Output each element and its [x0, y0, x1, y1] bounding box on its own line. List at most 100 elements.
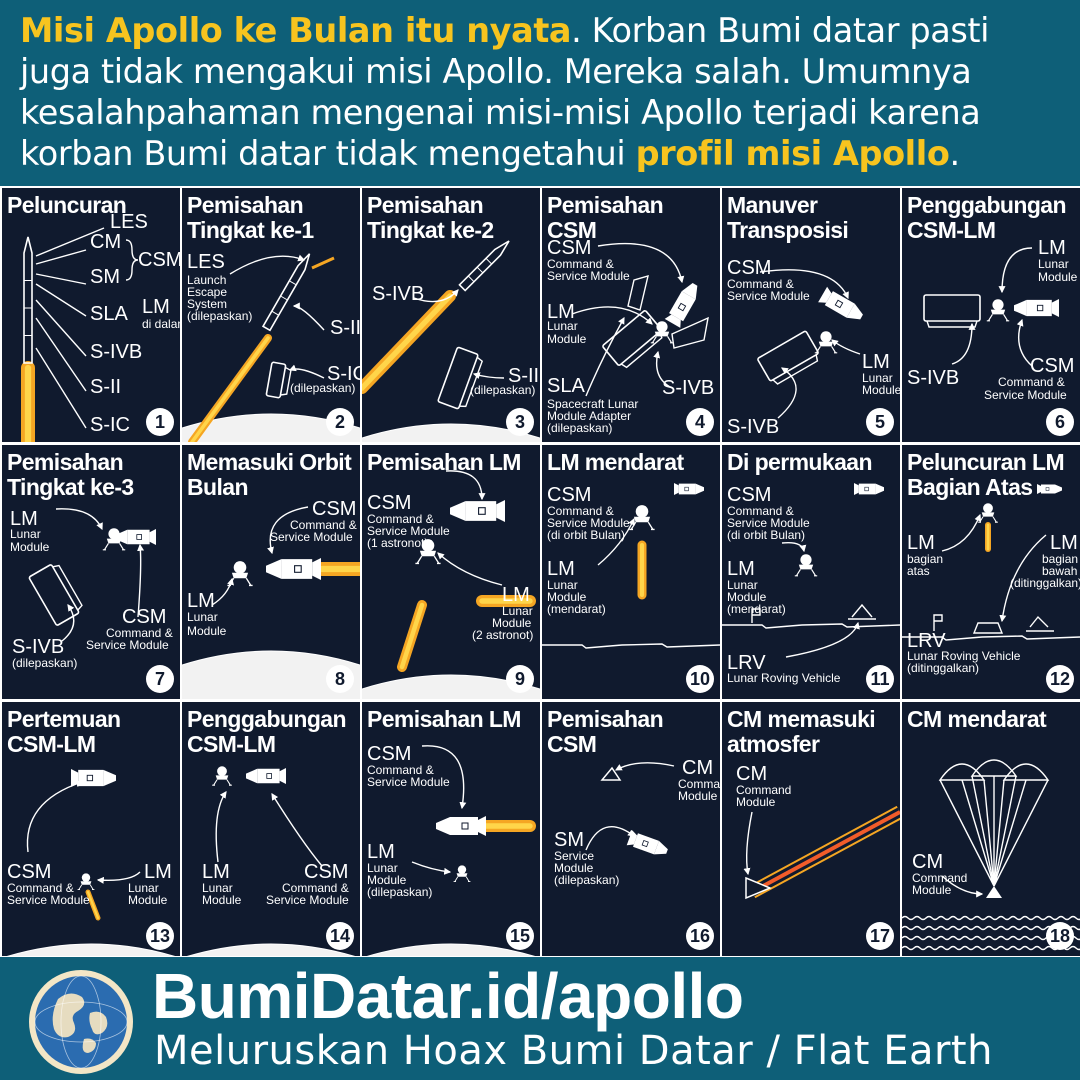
step-number-badge: 1	[146, 408, 174, 436]
panel-label: (dilepaskan)	[290, 381, 355, 395]
panel-label: Service Module	[270, 530, 353, 544]
leader-line	[35, 227, 105, 257]
tagline: Meluruskan Hoax Bumi Datar / Flat Earth	[154, 1028, 993, 1074]
panel-label: Command &	[290, 518, 357, 532]
panel-label: (dilepaskan)	[367, 885, 432, 899]
panel-label: LES	[110, 211, 148, 233]
intro-highlight-2: profil misi Apollo	[635, 134, 950, 173]
panel-15: CSM Command & Service Module LM Lunar Module(…	[362, 702, 540, 956]
parachute-icon	[1002, 763, 1050, 781]
panel-18: CM Command Module CM mendarat 18	[902, 702, 1080, 956]
panel-label: Lunar Roving Vehicle	[727, 671, 841, 685]
pointer-arrow	[229, 254, 306, 275]
header: Misi Apollo ke Bulan itu nyata. Korban B…	[0, 0, 1080, 186]
panel-label: Command &	[547, 504, 614, 518]
panel-label: Module	[367, 873, 407, 887]
panel-label: Lunar	[862, 371, 893, 385]
panel-label: S-IC	[327, 363, 360, 385]
s-ivb-stage	[757, 330, 819, 385]
rocket-upper-stages	[261, 253, 311, 332]
panel-title: Memasuki Orbit Bulan	[187, 449, 352, 500]
moon-horizon	[7, 943, 175, 956]
intro-highlight-1: Misi Apollo ke Bulan itu nyata	[20, 11, 572, 50]
panel-label: Service	[554, 849, 594, 863]
pointer-arrow	[211, 577, 234, 606]
panel-label: Lunar	[10, 527, 41, 541]
panel-label: (mendarat)	[727, 602, 786, 616]
csm-icon	[1014, 299, 1059, 317]
panel-label: Module	[547, 332, 587, 346]
panel-label: Service Module	[86, 638, 169, 652]
panel-label: SLA	[90, 303, 128, 325]
panel-5: CSM Command & Service Module LM Lunar Module S…	[722, 188, 900, 442]
s-ii-stage	[437, 346, 484, 410]
leader-line	[35, 299, 87, 357]
csm-icon	[1037, 484, 1062, 494]
panel-label: (dilepaskan)	[12, 656, 77, 670]
sm-icon	[626, 830, 668, 855]
panel-label: Module	[727, 590, 767, 604]
panel-8: CSM Command & Service Module LM Lunar Module M…	[182, 445, 360, 699]
panel-label: S-II	[330, 317, 360, 339]
panel-label: CM	[90, 231, 121, 253]
leader-line	[35, 283, 87, 317]
step-number-badge: 4	[686, 408, 714, 436]
panel-label: CM	[912, 851, 943, 873]
panel-label: Module	[736, 795, 776, 809]
parachute-icon	[938, 763, 986, 781]
panel-label: S-II	[508, 365, 539, 387]
exhaust-flame-core	[190, 336, 270, 442]
csm-icon	[818, 286, 863, 320]
pointer-arrow	[411, 861, 452, 875]
pointer-arrow	[571, 306, 653, 325]
csm-icon	[854, 483, 884, 495]
pointer-arrow	[445, 470, 486, 501]
panel-label: Command &	[282, 881, 349, 895]
panel-label: LRV	[907, 630, 946, 652]
step-number-badge: 11	[866, 665, 894, 693]
panel-11: CSM Command & Service Module (di orbit Bula…	[722, 445, 900, 699]
lm-icon	[453, 865, 471, 883]
panel-label: Service Module	[547, 269, 630, 283]
pointer-arrow	[288, 364, 325, 379]
lm-icon	[794, 554, 818, 577]
moon-horizon	[367, 943, 535, 956]
panel-label: Lunar	[1038, 257, 1069, 271]
panel-label: S-IVB	[727, 416, 779, 438]
moon-surface	[182, 414, 360, 442]
panel-16: CMCommandModuleSMServiceModule(dilepaska…	[542, 702, 720, 956]
s-ivb-stage	[923, 294, 981, 328]
csm-icon	[450, 500, 505, 522]
step-number-badge: 6	[1046, 408, 1074, 436]
les-tower	[311, 256, 335, 270]
panel-label: Lunar	[547, 319, 578, 333]
pointer-arrow	[585, 316, 625, 397]
pointer-arrow	[413, 289, 459, 303]
pointer-arrow	[831, 339, 861, 355]
site-url: BumiDatar.id/apollo	[152, 960, 744, 1032]
panel-title: Pemisahan Tingkat ke-3	[7, 449, 134, 500]
panel-17: CM Command Module CM memasuki atmosfer 17	[722, 702, 900, 956]
pointer-arrow	[743, 811, 753, 876]
lm-icon	[986, 299, 1010, 322]
pointer-arrow	[941, 513, 982, 552]
panel-label: Module	[678, 789, 718, 803]
panel-label: Service Module	[727, 516, 810, 530]
panel-label: CSM	[138, 249, 180, 271]
panel-label: LM	[547, 301, 575, 323]
moon-horizon	[187, 943, 355, 956]
panel-label: Command &	[106, 626, 173, 640]
panel-label: CSM	[367, 743, 411, 765]
panel-label: Command	[736, 783, 791, 797]
pointer-arrow	[781, 541, 807, 553]
panel-label: LM	[907, 532, 935, 554]
panel-label: CSM	[7, 861, 51, 883]
panel-label: (mendarat)	[547, 602, 606, 616]
step-number-badge: 9	[506, 665, 534, 693]
flag-icon	[751, 608, 761, 623]
panel-14: LM Lunar Module CSM Command & Service Module P…	[182, 702, 360, 956]
panel-title: LM mendarat	[547, 449, 684, 475]
panel-label: Module	[202, 893, 242, 907]
